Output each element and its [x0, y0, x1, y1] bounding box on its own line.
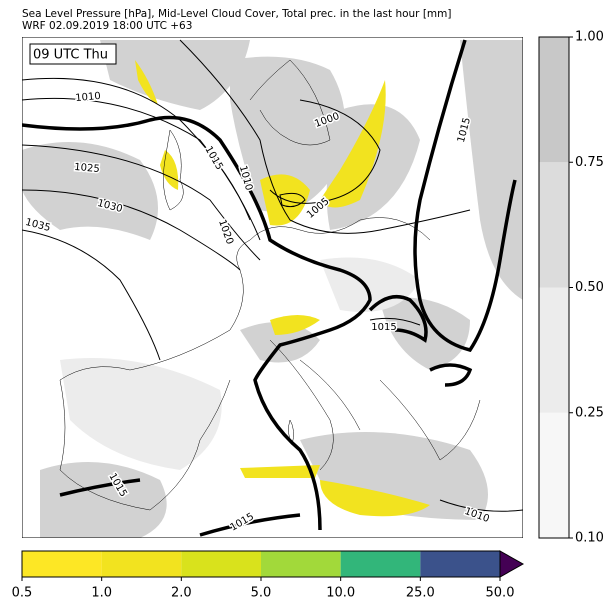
colorbar-extend — [499, 550, 525, 578]
colorbar-tick-label: 25.0 — [406, 586, 435, 601]
coastlines — [59, 59, 481, 511]
colorbar-segment — [22, 551, 102, 577]
colorbar-segment — [420, 551, 500, 577]
colorbar-tick-label: 1.0 — [91, 586, 112, 601]
isobars — [22, 39, 523, 512]
cloud-colorbar: 0.10 0.25 0.50 0.75 1.00 — [538, 30, 604, 546]
colorbar-segment — [539, 162, 569, 288]
map-area — [22, 37, 523, 538]
colorbar-tick-label: 50.0 — [486, 586, 515, 601]
colorbar-segment — [340, 551, 421, 577]
title-line: Sea Level Pressure [hPa], Mid-Level Clou… — [22, 8, 452, 20]
colorbar-tick-label: 10.0 — [326, 586, 355, 601]
colorbar-tick-label: 5.0 — [251, 586, 272, 601]
contour-label: 1025 — [74, 162, 100, 175]
time-box — [29, 43, 117, 65]
colorbar-tick-label: 0.50 — [575, 280, 604, 295]
colorbar-tick-label: 0.25 — [575, 405, 604, 420]
colorbar-segment — [539, 37, 569, 163]
colorbar-tick-label: 0.5 — [12, 586, 33, 601]
colorbar-tick-label: 1.00 — [575, 30, 604, 45]
precip-colorbar: 0.5 1.0 2.0 5.0 10.0 25.0 50.0 — [12, 550, 525, 601]
colorbar-tick-label: 2.0 — [171, 586, 192, 601]
colorbar-tick-label: 0.10 — [575, 531, 604, 546]
subtitle-line: WRF 02.09.2019 18:00 UTC +63 — [22, 20, 192, 32]
colorbar-segment — [181, 551, 261, 577]
colorbar-segment — [101, 551, 182, 577]
colorbar-segment — [539, 287, 569, 413]
isobar-1015 — [22, 39, 517, 537]
time-label: 09 UTC Thu — [33, 48, 108, 63]
contour-label: 1015 — [371, 322, 396, 333]
colorbar-tick-label: 0.75 — [575, 155, 604, 170]
colorbar-segment — [261, 551, 341, 577]
contour-label: 1010 — [75, 91, 101, 104]
colorbar-segment — [539, 412, 569, 538]
